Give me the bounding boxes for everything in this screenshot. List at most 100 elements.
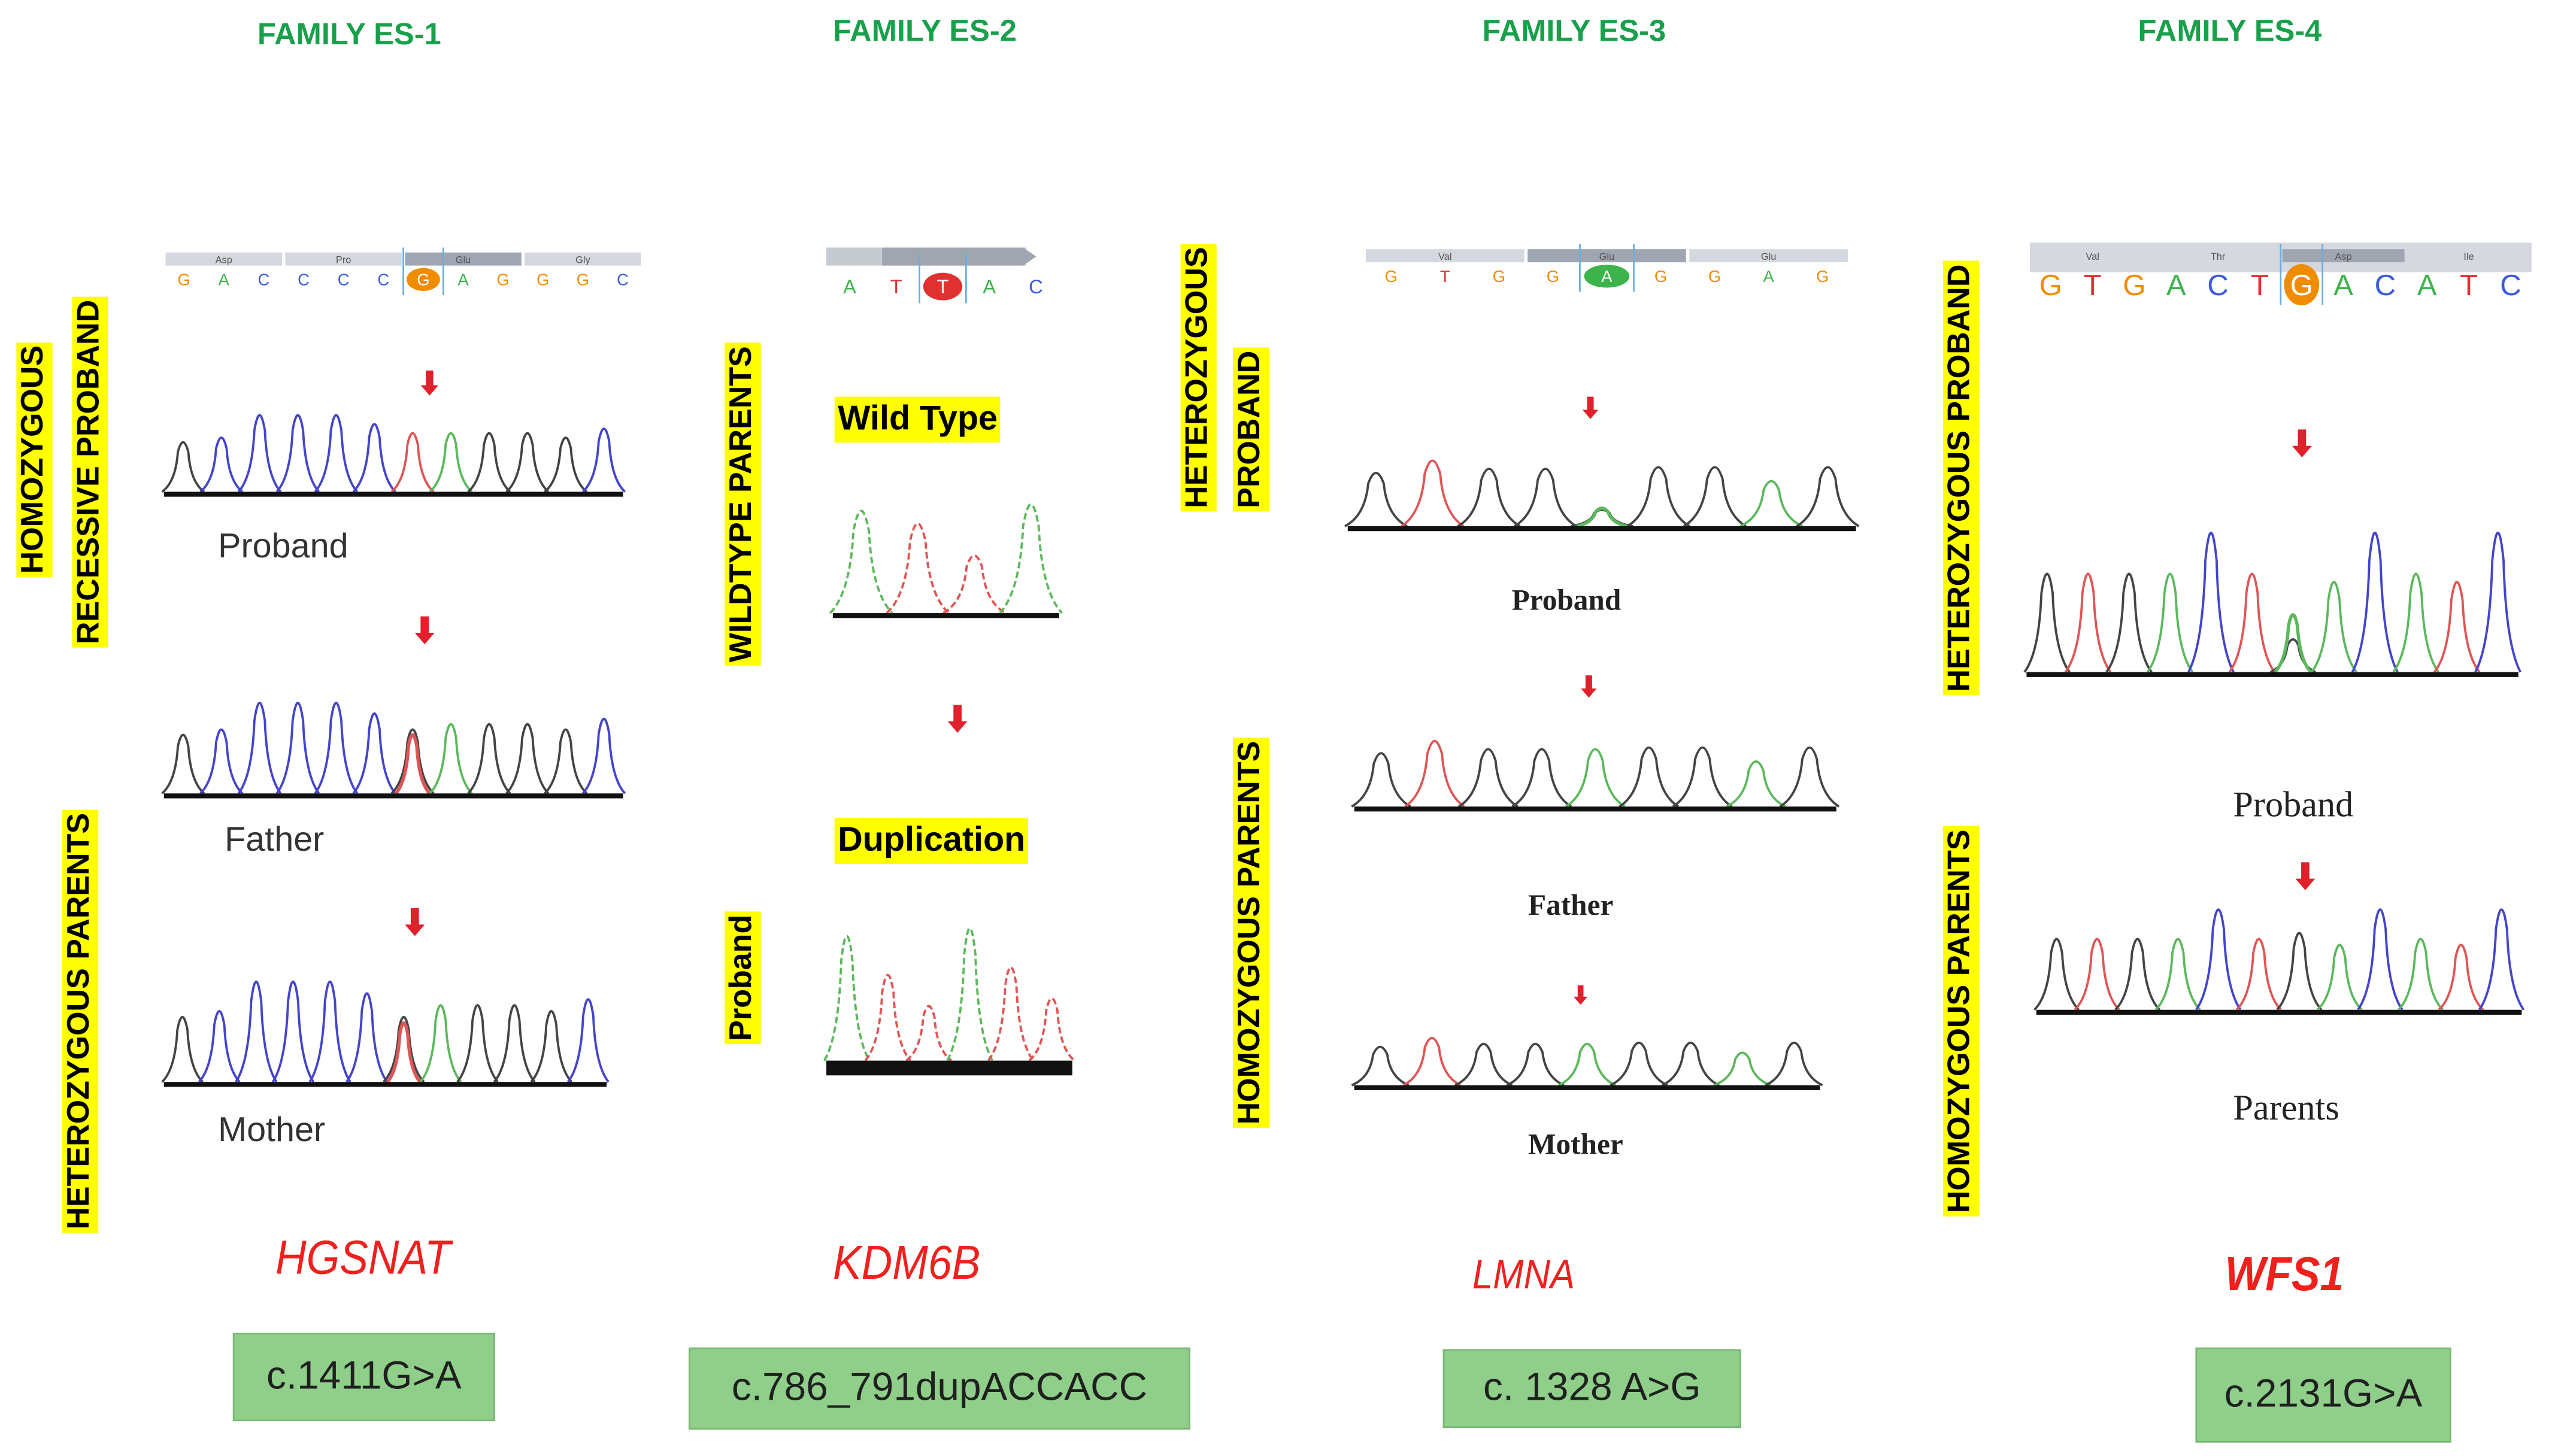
es1-father-caption: Father [225,821,325,859]
es1-proband-trace-peak [544,436,588,493]
es1-sequence-base: A [219,270,230,289]
es4-sequence-base: G [2123,269,2145,302]
es4-proband-trace-peak [2146,572,2194,673]
es1-proband-trace-peak [429,432,473,493]
es3-proband-trace-peak [1514,468,1577,527]
es1-sequence-base: C [617,270,629,289]
es3-father-arrow [1585,675,1592,690]
es3-sequence-base: G [1708,267,1721,286]
es1-proband-trace-peak [199,436,244,493]
es1-sequence-codon-bar [405,252,522,266]
es3-mother-trace-peak [1351,1045,1410,1087]
es3-proband-trace-secondary-peak [1577,506,1627,528]
es3-father-trace-baseline [1354,806,1836,812]
es1-father-arrow [420,616,429,635]
es2-duplication-label: Duplication [834,818,1029,864]
es4-proband-trace-peak [2474,531,2521,673]
es3-proband-caption: Proband [1511,583,1622,617]
es3-sequence-base: G [1654,267,1667,286]
es4-sequence-codon-bar [2282,249,2405,263]
es2-duplication-trace-peak [823,935,871,1061]
es4-sequence-base: C [2500,269,2521,302]
es3-proband-trace-peak [1683,466,1747,527]
es3-sequence-codon-label: Glu [1599,251,1615,262]
es4-parents-trace-peak [2114,938,2161,1011]
es1-father-trace-peak [199,728,244,794]
es1-father-trace-secondary-peak [394,733,431,795]
es4-parents-trace-peak [2397,938,2444,1011]
es3-sequence-codon-bar [1689,249,1848,263]
es1-sequence-base: C [377,270,389,289]
es2-sequence-base: T [936,275,948,298]
es1-father-trace-peak [352,712,396,794]
es1-sequence-codon-bar [165,252,282,266]
es4-proband-trace-peak [2351,531,2399,673]
es3-sequence-base: T [1440,267,1450,286]
es4-sequence-base: G [2290,269,2313,302]
family-es2-title: FAMILY ES-2 [833,13,1017,48]
es3-father-trace-peak [1619,746,1679,808]
es4-proband-trace-peak [2105,572,2153,673]
es3-sequence-variant-highlight [1584,265,1630,288]
es4-proband-trace-baseline [2026,672,2518,677]
es1-sequence-codon-bar [525,252,641,266]
es4-proband-trace-peak [2228,572,2276,673]
es4-proband-trace-peak [2187,531,2235,673]
es3-father-trace-peak [1404,740,1465,808]
es1-father-trace-peak [161,733,205,794]
es4-proband-trace-peak [2433,581,2481,673]
es4-sequence-codon-bar [2031,249,2154,263]
es1-sequence-base: G [177,270,190,289]
es1-sequence-base: C [338,270,350,289]
es1-father-trace-peak [429,723,473,794]
es3-sequence-codon-bar [1527,249,1686,263]
es1-gene-name: HGSNAT [275,1233,451,1285]
es1-father-trace-peak [275,702,320,794]
es1-proband-trace-peak [314,414,358,493]
es3-sequence-base: A [1601,267,1613,286]
es1-mother-trace-peak [383,1016,425,1083]
es4-parents-caption: Parents [2233,1087,2339,1128]
es1-father-trace-peak [314,702,359,794]
es4-proband-trace-secondary-peak [2274,613,2313,674]
es3-mother-arrow-head [1574,996,1588,1005]
es4-sequence-variant-highlight [2284,264,2320,306]
es1-sequence-codon-label: Asp [216,254,232,265]
es4-parents-trace-peak [2438,944,2484,1011]
es3-gene-name: LMNA [1472,1252,1575,1299]
es3-father-trace-peak [1779,746,1840,808]
es4-sequence-codon-label: Thr [2211,251,2226,262]
es4-sequence-codon-label: Val [2086,251,2099,262]
es1-proband-trace-peak [467,432,511,493]
es4-sequence-base: C [2375,269,2396,302]
es1-sequence-base: A [457,270,469,289]
es2-sequence-base: C [1029,275,1043,298]
es2-duplication-trace-peak [1028,997,1075,1062]
es1-mother-trace-peak [345,992,389,1083]
es4-sequence-codon-label: Asp [2335,251,2351,262]
es4-sequence-base: T [2251,269,2269,302]
es4-mutation: c.2131G>A [2224,1372,2423,1416]
es2-wild-type-label: Wild Type [834,396,1001,443]
es1-sequence-base: G [577,270,589,289]
es4-parents-arrow-head [2295,878,2315,890]
es4-parents-trace-peak [2276,932,2323,1011]
es4-parents-arrow [2301,862,2310,881]
es4-proband-trace-peak [2023,572,2071,673]
es1-proband-trace-baseline [163,492,623,497]
es1-mother-trace-baseline [163,1082,607,1087]
es3-mother-trace-peak [1402,1037,1461,1087]
es1-father-trace-peak [544,728,588,794]
es3-mutation-box: c. 1328 A>G [1442,1349,1741,1428]
es4-sequence-base: A [2333,269,2353,302]
es1-mutation-box: c.1411G>A [232,1333,495,1422]
es2-mutation: c.786_791dupACCACC [731,1365,1148,1410]
es1-proband-caption: Proband [218,527,348,566]
es3-mother-trace-peak [1765,1041,1823,1087]
es3-sequence-base: G [1816,267,1829,286]
es3-proband-trace-peak [1344,472,1408,527]
es4-proband-trace-peak [2064,572,2112,673]
es1-sequence-base: G [537,270,549,289]
es4-sequence-base: T [2460,269,2478,302]
